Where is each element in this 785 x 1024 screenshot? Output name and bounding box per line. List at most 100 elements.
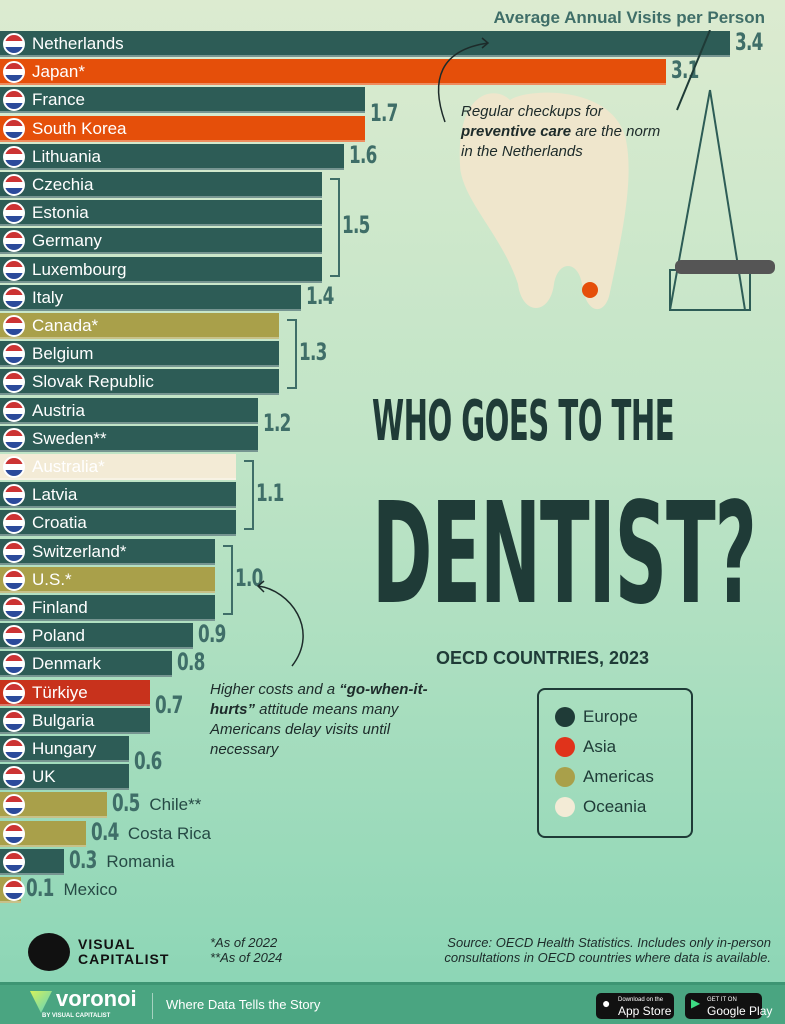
visual-capitalist-logo-icon — [28, 933, 70, 971]
bar-label: Slovak Republic — [32, 372, 154, 392]
legend-item-asia: Asia — [555, 732, 675, 762]
bar-label: Mexico — [63, 880, 118, 899]
flag-icon — [3, 286, 25, 309]
bar — [0, 595, 215, 621]
footnote: *As of 2022 — [210, 935, 278, 950]
flag-icon — [3, 568, 25, 591]
value-label: 3.4 — [735, 28, 763, 56]
chart-title: Who Goes to the Dentist? — [372, 389, 757, 636]
bar — [0, 200, 323, 227]
footer-bar: voronoi BY VISUAL CAPITALIST Where Data … — [0, 982, 785, 1024]
bar — [0, 397, 258, 424]
bar — [0, 172, 323, 198]
group-bracket — [222, 544, 233, 615]
value-label: 0.4 — [90, 817, 119, 846]
bar — [0, 566, 215, 593]
bar — [0, 59, 666, 86]
legend-item-americas: Americas — [555, 762, 675, 792]
flag-icon — [3, 343, 25, 366]
annotation-bold: “go-when-it-hurts” — [210, 681, 428, 718]
bar-label: Sweden** — [32, 428, 107, 448]
footnote: **As of 2024 — [210, 950, 283, 965]
chart-subtitle: OECD Countries, 2023 — [436, 648, 650, 668]
group-bracket — [287, 319, 298, 390]
flag-icon — [3, 61, 25, 84]
bar-label: Croatia — [32, 513, 87, 533]
flag-icon — [3, 738, 25, 760]
divider — [152, 993, 153, 1019]
flag-icon — [3, 681, 25, 704]
apple-icon: ● — [602, 995, 611, 1011]
flag-icon — [3, 258, 25, 281]
bar — [0, 538, 215, 565]
flag-icon — [3, 794, 25, 817]
value-label: 1.2 — [262, 408, 291, 437]
bar — [0, 510, 237, 537]
bar-label: Belgium — [32, 344, 94, 364]
bar-label: Luxembourg — [32, 259, 127, 279]
value-label: 0.9 — [198, 620, 226, 649]
google-play-button[interactable]: ▶ GET IT ON Google Play — [685, 993, 772, 1019]
flag-icon — [3, 371, 25, 394]
bar — [0, 341, 280, 368]
bar-label: Bulgaria — [32, 710, 95, 730]
footnotes: *As of 2022 **As of 2024 — [210, 935, 282, 965]
bar-label: Switzerland* — [32, 541, 127, 561]
flag-icon — [3, 512, 25, 535]
bar — [0, 651, 172, 678]
bar-label: Denmark — [32, 654, 101, 674]
bar — [0, 623, 194, 650]
bar-label: Czechia — [32, 175, 94, 194]
bar — [0, 115, 365, 142]
bar-label: Estonia — [32, 203, 89, 223]
flag-icon — [3, 33, 25, 55]
flag-icon — [3, 427, 25, 450]
flag-icon — [3, 879, 25, 901]
bar — [0, 482, 237, 509]
bar-label: Austria — [32, 400, 85, 420]
legend-label: Europe — [583, 707, 638, 726]
flag-icon — [3, 202, 25, 225]
bar-label: Finland — [32, 598, 88, 617]
value-label: 0.7 — [155, 690, 183, 719]
legend-label: Americas — [583, 767, 654, 786]
store-small-text: GET IT ON — [707, 997, 737, 1003]
annotation-text: Higher costs and a — [210, 681, 336, 698]
flag-icon — [3, 709, 25, 732]
bar-label: Latvia — [32, 485, 78, 505]
legend-item-oceania: Oceania — [555, 792, 675, 822]
bar — [0, 31, 730, 57]
annotation-text: Regular checkups for — [461, 103, 603, 120]
source-note: Source: OECD Health Statistics. Includes… — [444, 935, 771, 965]
legend: Europe Asia Americas Oceania — [537, 688, 693, 838]
bar-label: Romania — [106, 851, 175, 871]
flag-icon — [3, 89, 25, 112]
bar-label: Canada* — [32, 316, 99, 335]
store-label: App Store — [618, 1004, 672, 1018]
bar-label: UK — [32, 767, 56, 787]
value-label: 1.4 — [305, 281, 334, 310]
flag-icon — [3, 597, 25, 619]
annotation-text: attitude means many Americans delay visi… — [210, 701, 399, 758]
bar — [0, 256, 323, 283]
flag-icon — [3, 540, 25, 563]
bar-label: Hungary — [32, 739, 97, 758]
flag-icon — [3, 117, 25, 140]
app-store-button[interactable]: ● Download on the App Store — [596, 993, 674, 1019]
bar-label: South Korea — [32, 118, 127, 138]
brand-logo: VISUAL CAPITALIST — [78, 936, 170, 967]
bar-label: France — [32, 90, 85, 110]
bar — [0, 228, 323, 255]
value-label: 1.3 — [299, 338, 327, 367]
voronoi-logo-icon — [30, 991, 52, 1013]
flag-icon — [3, 822, 25, 845]
annotation-us: Higher costs and a “go-when-it-hurts” at… — [210, 680, 430, 760]
google-play-icon: ▶ — [691, 996, 701, 1010]
bar-label: Lithuania — [32, 146, 102, 166]
value-label: 1.5 — [342, 211, 370, 240]
voronoi-wordmark: voronoi — [56, 986, 137, 1011]
bar — [0, 679, 151, 706]
flag-icon — [3, 625, 25, 648]
bar — [0, 707, 151, 734]
bar-label: Italy — [32, 287, 64, 307]
